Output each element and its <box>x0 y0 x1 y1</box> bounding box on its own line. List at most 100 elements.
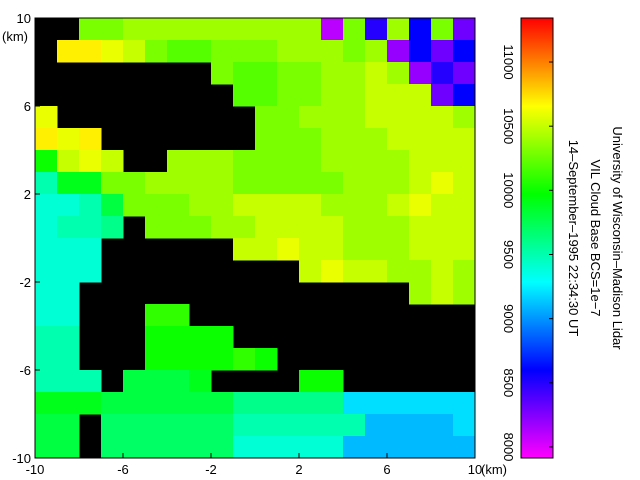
cell <box>211 216 234 239</box>
cell <box>35 150 58 173</box>
cell <box>277 106 300 129</box>
cell <box>409 84 432 107</box>
title-line: VIL Cloud Base BCS=1e−7 <box>588 159 603 316</box>
cell <box>299 238 322 261</box>
cell <box>79 260 102 283</box>
cell <box>409 194 432 217</box>
cell <box>431 18 454 41</box>
cell <box>431 40 454 63</box>
cell <box>145 326 168 349</box>
cell <box>387 40 410 63</box>
cell <box>387 216 410 239</box>
cell <box>145 370 168 393</box>
cell <box>189 326 212 349</box>
cell <box>233 194 256 217</box>
cell <box>431 84 454 107</box>
cell <box>453 84 476 107</box>
cell <box>189 414 212 437</box>
cell <box>189 370 212 393</box>
cell <box>409 150 432 173</box>
cell <box>299 18 322 41</box>
cell <box>255 414 278 437</box>
cell <box>255 172 278 195</box>
cell <box>101 436 124 459</box>
cell <box>35 370 58 393</box>
cell <box>57 326 80 349</box>
cell <box>255 194 278 217</box>
cell <box>365 40 388 63</box>
cell <box>79 128 102 151</box>
cell <box>277 414 300 437</box>
cell <box>343 62 366 85</box>
cell <box>123 40 146 63</box>
cell <box>189 216 212 239</box>
cell <box>233 216 256 239</box>
cell <box>387 84 410 107</box>
cell <box>57 172 80 195</box>
cell <box>453 216 476 239</box>
cell <box>365 238 388 261</box>
cell <box>35 238 58 261</box>
cell <box>453 436 476 459</box>
cell <box>233 40 256 63</box>
cell <box>431 238 454 261</box>
cell <box>145 348 168 371</box>
y-tick-label: -2 <box>19 275 31 290</box>
cell <box>453 282 476 305</box>
cell <box>57 370 80 393</box>
cell <box>57 414 80 437</box>
cell <box>255 436 278 459</box>
cell <box>343 18 366 41</box>
cells <box>35 18 476 459</box>
cell <box>189 150 212 173</box>
cell <box>321 260 344 283</box>
cell <box>189 172 212 195</box>
cell <box>365 216 388 239</box>
cell <box>431 260 454 283</box>
cell <box>35 304 58 327</box>
colorbar-tick-label: 9000 <box>501 304 516 333</box>
cell <box>211 392 234 415</box>
cell <box>35 392 58 415</box>
cell <box>409 172 432 195</box>
cell <box>431 62 454 85</box>
cell <box>255 40 278 63</box>
y-axis-label: (km) <box>2 29 28 44</box>
cell <box>255 216 278 239</box>
x-axis-label: (km) <box>481 462 507 477</box>
cell <box>299 194 322 217</box>
cell <box>409 216 432 239</box>
cell <box>431 172 454 195</box>
cell <box>57 348 80 371</box>
cell <box>453 414 476 437</box>
cell <box>211 326 234 349</box>
cell <box>277 128 300 151</box>
cell <box>211 150 234 173</box>
cell <box>453 238 476 261</box>
cell <box>233 348 256 371</box>
cell <box>321 40 344 63</box>
x-tick-label: -2 <box>205 462 217 477</box>
y-tick-label: -6 <box>19 363 31 378</box>
cell <box>57 238 80 261</box>
cell <box>321 238 344 261</box>
title-line: 14–September–1995 22:34:30 UT <box>566 140 581 337</box>
cell <box>299 216 322 239</box>
cell <box>145 194 168 217</box>
cell <box>409 238 432 261</box>
cell <box>299 436 322 459</box>
cell <box>431 282 454 305</box>
cell <box>79 18 102 41</box>
cell <box>409 392 432 415</box>
cell <box>79 150 102 173</box>
cell <box>167 392 190 415</box>
cell <box>453 40 476 63</box>
cell <box>255 392 278 415</box>
cell <box>343 40 366 63</box>
cell <box>343 260 366 283</box>
cell <box>365 194 388 217</box>
y-tick-label: 2 <box>24 187 31 202</box>
x-tick-label: -6 <box>117 462 129 477</box>
cell <box>233 18 256 41</box>
